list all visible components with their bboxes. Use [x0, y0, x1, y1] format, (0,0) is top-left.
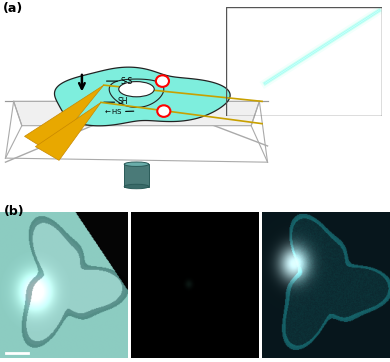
Polygon shape	[35, 102, 101, 160]
Text: $\leftarrow$HS: $\leftarrow$HS	[103, 106, 123, 115]
Text: SH: SH	[117, 97, 128, 106]
Polygon shape	[55, 67, 230, 126]
Text: (b): (b)	[4, 205, 25, 218]
Ellipse shape	[124, 162, 149, 167]
Ellipse shape	[156, 75, 169, 87]
Polygon shape	[14, 101, 259, 126]
Ellipse shape	[157, 105, 170, 117]
Ellipse shape	[119, 81, 154, 97]
Text: S-S: S-S	[120, 77, 132, 85]
Polygon shape	[124, 164, 149, 186]
Ellipse shape	[124, 184, 149, 189]
Polygon shape	[25, 85, 104, 152]
Polygon shape	[109, 79, 164, 108]
Text: (a): (a)	[3, 2, 23, 15]
